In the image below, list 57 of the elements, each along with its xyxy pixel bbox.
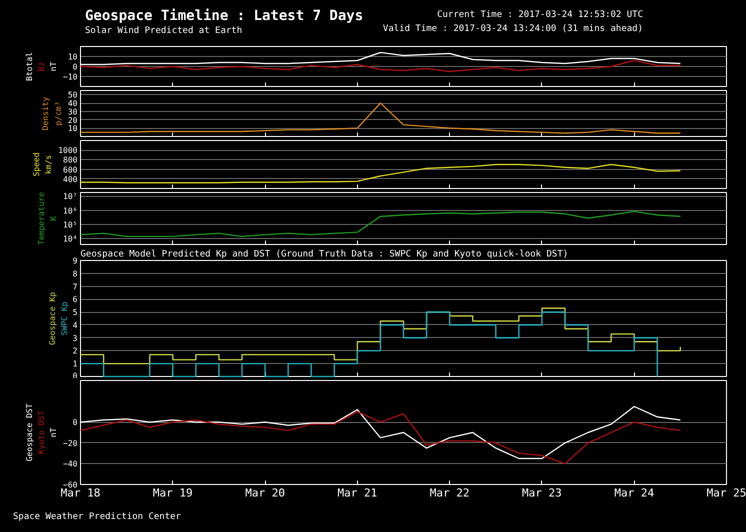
x-tick-label: Mar 21 [337,486,378,500]
y-tick-label: 10 [68,124,78,134]
y-tick-label: 40 [68,99,78,108]
x-tick-label: Mar 24 [614,486,654,500]
chart-title: Geospace Model Predicted Kp and DST (Ground Truth Data : SWPC Kp and Kyoto quick-look DST) [80,250,568,260]
chart-subtitle: Solar Wind Predicted at Earth [85,25,244,38]
y-tick-label: 20 [68,116,78,125]
y-tick-label: 4 [72,320,78,330]
x-tick-label: Mar 20 [245,486,285,500]
text: Geospace Kp [48,292,57,345]
x-tick-label: Mar 25 [706,486,746,500]
y-axis-title: nT [49,428,58,438]
y-tick-label: 50 [68,90,78,100]
text: SWPC Kp [60,301,69,336]
text: Geospace DST [25,403,34,462]
y-tick-label: −60 [63,480,78,490]
text: Temperature [37,192,46,245]
y-tick-label: 9 [72,256,78,266]
y-tick-label: 1000 [58,146,78,156]
y-axis-title: km/s [44,154,54,174]
x-tick-label: Mar 19 [152,486,193,500]
x-tick-label: Mar 18 [60,486,100,500]
y-tick-label: 1 [72,360,78,369]
y-tick-label: 5 [72,308,78,318]
y-axis-title: K [49,216,58,221]
y-tick-label: −20 [63,438,78,448]
y-tick-label: 800 [63,156,78,165]
y-tick-label: 3 [72,334,78,343]
y-tick-label: 10⁵ [63,220,78,230]
chart-title: Geospace Timeline : Latest 7 Days [85,8,364,25]
text: Kyoto DST [37,410,46,454]
y-tick-label: 400 [63,174,78,184]
text: Valid Time : 2017-03-24 13:24:00 (31 mins ahead) [382,23,643,36]
text: Btotal [25,52,34,81]
text: Bz [37,62,46,72]
text: Speed [32,152,41,177]
y-tick-label: 30 [68,107,78,116]
y-tick-label: 2 [72,346,78,356]
y-axis-title: p/cm³ [54,101,63,126]
y-tick-label: −40 [63,460,78,469]
y-tick-label: 6 [72,295,78,304]
y-tick-label: −10 [63,72,78,82]
text: Density [41,96,50,130]
y-tick-label: 10⁶ [63,206,78,216]
y-tick-label: 10⁷ [63,192,78,202]
text: Current Time : 2017-03-24 12:53:02 UTC [436,9,643,22]
text: Space Weather Prediction Center [12,511,181,524]
x-tick-label: Mar 23 [522,486,562,500]
y-tick-label: 8 [72,269,78,278]
y-tick-label: 0 [72,62,78,72]
y-tick-label: 10⁴ [63,234,78,244]
x-tick-label: Mar 22 [430,486,470,500]
y-tick-label: 10 [68,52,78,62]
y-tick-label: 600 [63,165,78,174]
y-axis-title: nT [49,62,58,72]
y-tick-label: 0 [72,418,78,428]
y-tick-label: 7 [72,282,78,292]
